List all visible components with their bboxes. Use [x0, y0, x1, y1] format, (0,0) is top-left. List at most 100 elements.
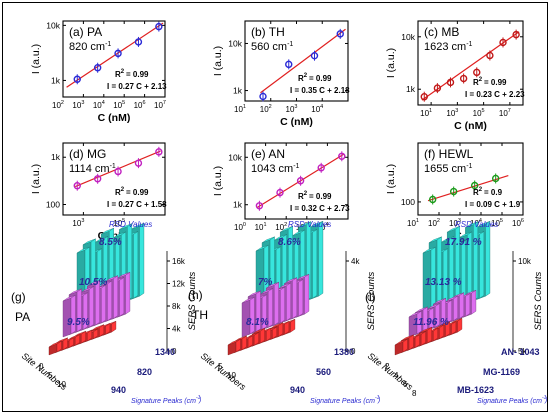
bar-top — [414, 306, 428, 313]
plot-area — [417, 20, 524, 106]
y-axis-label: I (a.u.) — [385, 164, 397, 194]
peak-label: 1623 cm-1 — [424, 41, 473, 53]
x-tick-label: 107 — [154, 100, 166, 110]
x-tick-label: 103 — [72, 218, 84, 228]
y-axis-label: I (a.u.) — [212, 166, 224, 196]
site-tick-label: 8 — [412, 389, 417, 398]
x-tick-label: 103 — [449, 218, 461, 228]
bar-face — [125, 271, 131, 315]
y-tick-label: 10k — [228, 38, 242, 48]
bar-top — [91, 324, 104, 331]
bar-top — [247, 290, 261, 297]
bar-top — [68, 288, 82, 295]
x-tick-label: 107 — [499, 108, 511, 118]
data-point — [276, 188, 284, 197]
bar-face — [312, 229, 318, 299]
data-point — [317, 164, 325, 172]
r-squared-symbol: R2 — [298, 191, 308, 201]
y-tick-label: 10k — [401, 32, 415, 42]
panel-label: (i) — [365, 290, 376, 304]
peak-axis-label: Signature Peaks (cm-1 — [131, 395, 201, 405]
bar-side — [394, 341, 404, 356]
y-axis-label: I (a.u.) — [385, 48, 397, 78]
y-tick-label: 10k — [228, 152, 242, 162]
bar-top — [419, 327, 432, 334]
bar-top — [62, 294, 76, 302]
data-point — [155, 22, 163, 31]
bar-top — [284, 277, 297, 284]
r-squared-value: = 0.99 — [309, 74, 332, 83]
z-tick-label: 8k — [172, 302, 181, 311]
peak-tick-label: 940 — [111, 385, 126, 395]
rsd-value: 8.1% — [246, 317, 269, 328]
x-tick-label: 105 — [113, 100, 125, 110]
bar-top — [274, 234, 287, 241]
bar-top — [260, 288, 273, 295]
fit-line — [427, 175, 509, 202]
bar-top — [422, 246, 436, 254]
data-point — [114, 49, 122, 58]
bar-top — [280, 226, 293, 233]
site-tick-label: 4 — [394, 371, 399, 380]
fit-line — [66, 22, 164, 88]
bar-face — [119, 277, 125, 317]
bar-top — [428, 236, 442, 243]
panel-label: (f) HEWL — [424, 147, 474, 161]
x-tick-label: 104 — [93, 100, 105, 110]
bar-top — [433, 298, 446, 305]
data-point — [420, 92, 428, 101]
site-tick-label: 5 — [218, 362, 223, 371]
r-squared-value: = 0.99 — [126, 70, 149, 79]
bar-face — [318, 220, 324, 297]
panel-label: (h) — [188, 288, 203, 302]
data-point — [491, 174, 500, 183]
bar-top — [465, 221, 478, 228]
bar-top — [82, 238, 96, 245]
bar-face — [471, 289, 477, 315]
bar-face — [133, 231, 139, 299]
data-point — [93, 175, 102, 183]
peak-label: 560 cm-1 — [251, 41, 293, 53]
plot-area — [62, 142, 166, 216]
peak-label: 820 cm-1 — [69, 41, 111, 53]
peak-tick-label: 1380 — [334, 347, 354, 357]
data-point — [155, 148, 163, 156]
bar3d-panel-1: 9.5%10.5%8.5%RSD Values(g)PA04k8k12k16kS… — [11, 220, 201, 405]
bar-face — [267, 288, 273, 328]
bar-face — [101, 284, 106, 324]
rsd-value: 9.5% — [67, 317, 90, 328]
y-tick-label: 1k — [406, 84, 416, 94]
y-tick-label: 100 — [401, 197, 415, 207]
x-tick-label: 102 — [52, 100, 64, 110]
bar-top — [394, 338, 408, 346]
bar-face — [249, 296, 255, 335]
x-tick-label: 102 — [275, 222, 287, 232]
bar-top — [87, 280, 100, 287]
z-tick-label: 0 — [351, 347, 356, 356]
bar-face — [286, 282, 291, 322]
x-axis-label: C (nM) — [454, 120, 487, 132]
z-tick-label: 10k — [518, 257, 532, 266]
bar-top — [261, 236, 275, 243]
z-tick-label: 0 — [172, 347, 177, 356]
bar-face — [473, 221, 479, 301]
plot-area — [244, 142, 349, 220]
data-point — [336, 30, 344, 38]
bar-face — [304, 273, 310, 315]
data-point — [470, 181, 479, 190]
bar3d-panel-2: 8.1% 7% 8.6% RSD Values (h) TH 0 4k SERS Counts 5… — [188, 220, 380, 405]
panel-label: (g) — [11, 290, 26, 304]
site-tick-label: 2 — [385, 362, 390, 371]
fit-equation: I = 0.09 C + 1.9 — [465, 200, 521, 209]
x-tick-label: 100 — [234, 222, 246, 232]
bar-top — [227, 338, 241, 346]
x-tick-label: 101 — [407, 218, 419, 228]
bar-top — [117, 272, 131, 279]
bar-top — [296, 274, 310, 281]
peak-axis-label-close: ) — [198, 397, 201, 404]
x-tick-label: 103 — [286, 104, 298, 114]
scatter-panel-2: 101 102 103 104 1k 10k (b) TH 560 cm-1 R2 = 0.99… — [212, 20, 350, 128]
z-tick-label: 5k — [518, 347, 527, 356]
